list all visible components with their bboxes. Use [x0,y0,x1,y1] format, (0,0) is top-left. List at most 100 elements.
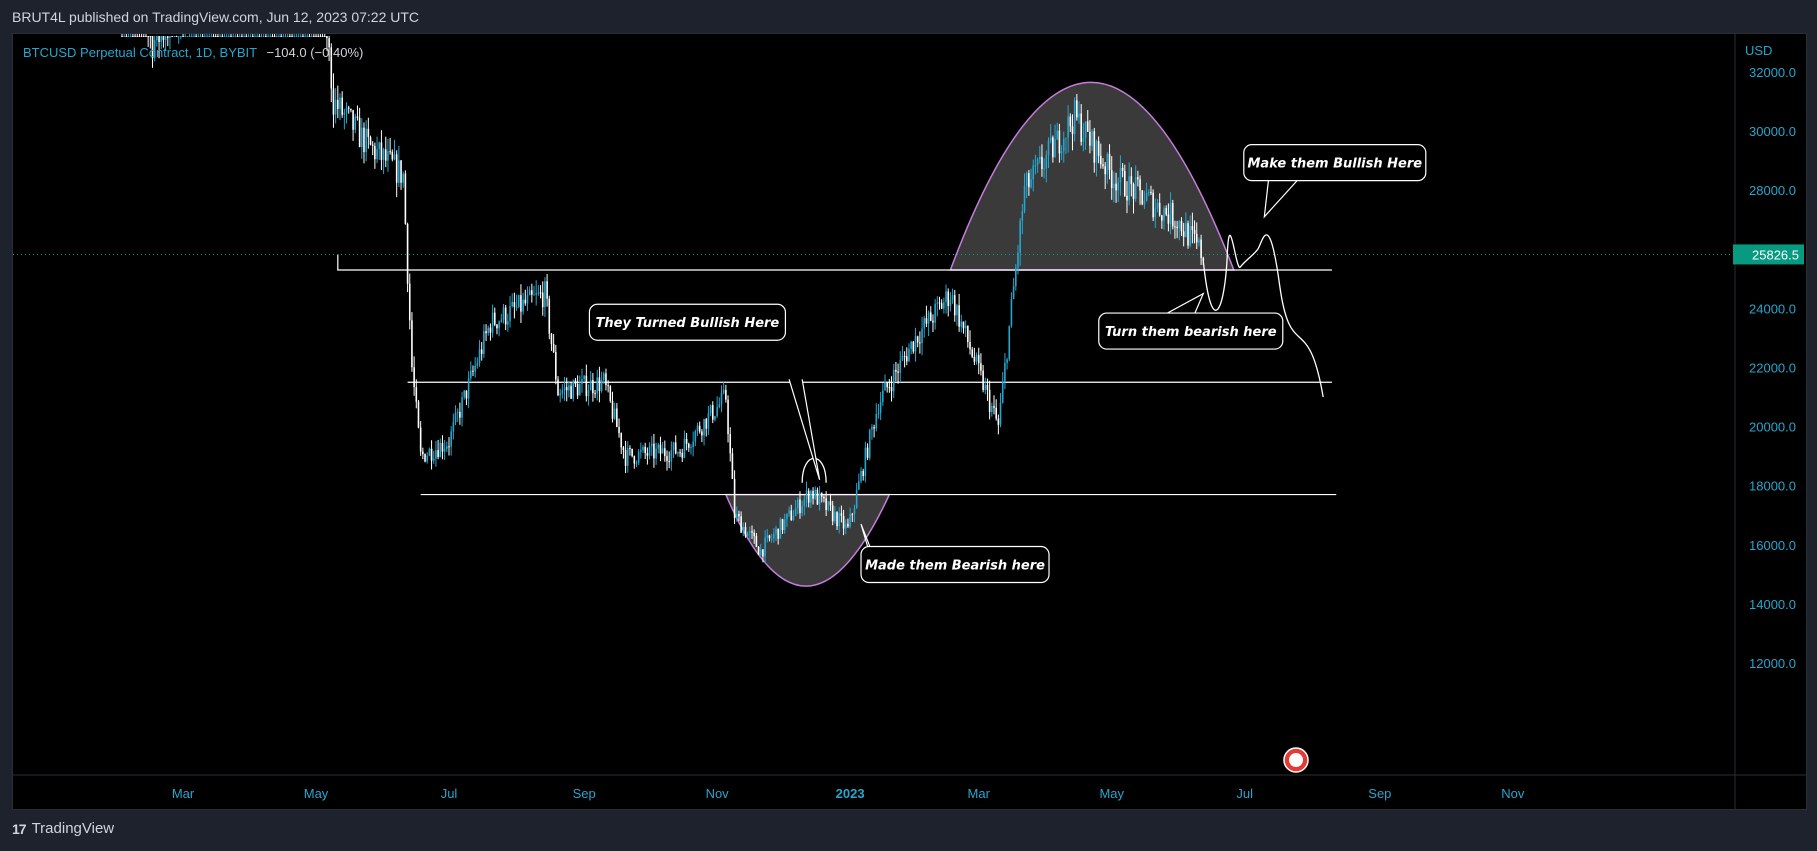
candle-body [583,375,585,380]
candle-body [722,389,725,393]
candle-body [956,305,958,316]
price-chart[interactable]: They Turned Bullish Here Made them Bearis… [13,34,1806,809]
x-tick-label: Jul [441,786,458,801]
candle-body [834,512,836,522]
candle-body [753,532,755,537]
candle-body [260,36,263,37]
candle-body [452,422,455,432]
candle-body [313,36,315,37]
candle-body [544,281,546,308]
candle-body [454,412,457,423]
candle-body [297,36,300,37]
candle-body [1084,121,1087,139]
candle-body [1043,168,1045,170]
candle-body [467,378,470,399]
candle-body [552,344,555,352]
candle-body [940,303,943,309]
candle-body [435,450,437,459]
candle-body [757,546,760,555]
chart-frame[interactable]: They Turned Bullish Here Made them Bearis… [12,33,1807,810]
footer[interactable]: 17 TradingView [12,820,114,837]
y-tick-label: 20000.0 [1749,420,1796,435]
candle-body [162,36,165,41]
candle-body [234,36,237,37]
x-tick-label: May [1099,786,1124,801]
x-tick-label: Sep [573,786,596,801]
candle-body [291,36,293,37]
candle-body [871,427,873,430]
candle-body [404,173,407,224]
candle-body [901,356,904,360]
candle-body [633,456,636,464]
candle-body [493,312,496,325]
candle-body [640,450,642,452]
candle-body [749,531,751,533]
candle-body [751,531,753,533]
symbol-name[interactable]: BTCUSD Perpetual Contract, 1D, BYBIT [23,45,257,60]
candle-body [648,446,651,456]
candle-body [280,36,282,37]
candle-body [895,369,897,372]
candle-body [892,369,895,392]
candle-body [842,515,845,529]
candle-body [886,382,888,388]
candle-body [733,478,736,519]
candle-body [524,299,527,304]
candle-body [635,462,638,464]
candle-body [1015,267,1017,287]
candle-body [1067,116,1069,138]
candle-body [330,47,333,89]
callout-box [588,303,787,341]
candle-body [1121,167,1124,172]
candle-body [672,442,675,451]
candle-body [692,441,694,448]
candle-body [1095,141,1098,163]
candle-body [1139,179,1141,191]
candle-body [441,442,444,452]
candle-body [725,389,727,400]
candle-body [269,36,272,37]
candle-body [1176,226,1178,229]
candle-body [962,321,965,329]
candle-body [371,144,374,147]
candle-body [1056,130,1059,140]
candle-body [624,450,627,466]
candle-body [1001,381,1004,403]
candle-body [958,305,960,327]
candle-body [1049,137,1052,141]
candle-body [498,321,500,329]
candle-body [476,363,479,366]
candle-body [380,142,383,160]
candle-body [238,36,241,37]
candle-body [1165,208,1168,215]
candle-body [997,418,1000,425]
candle-body [166,36,169,38]
candle-body [707,413,710,429]
candle-body [1097,141,1100,156]
candle-body [602,373,605,380]
candle-body [478,349,481,364]
candle-body [382,149,385,160]
candle-body [770,538,773,540]
candle-body [504,307,507,325]
candle-body [1038,156,1041,160]
candle-body [315,36,317,37]
candle-body [666,456,668,462]
candle-body [1128,176,1130,201]
y-tick-label: 28000.0 [1749,183,1796,198]
candle-body [123,36,125,37]
candle-body [164,36,167,41]
candle-body [363,127,365,153]
candle-body [539,292,542,294]
candle-body [618,427,620,434]
candle-body [1045,155,1048,169]
candle-body [888,387,891,389]
callout-text: They Turned Bullish Here [596,316,780,331]
candle-body [670,450,673,462]
candle-body [319,36,322,37]
candle-body [973,356,976,362]
candle-body [480,349,483,354]
candle-body [1152,192,1154,218]
candle-body [533,294,535,296]
candle-body [836,512,838,527]
